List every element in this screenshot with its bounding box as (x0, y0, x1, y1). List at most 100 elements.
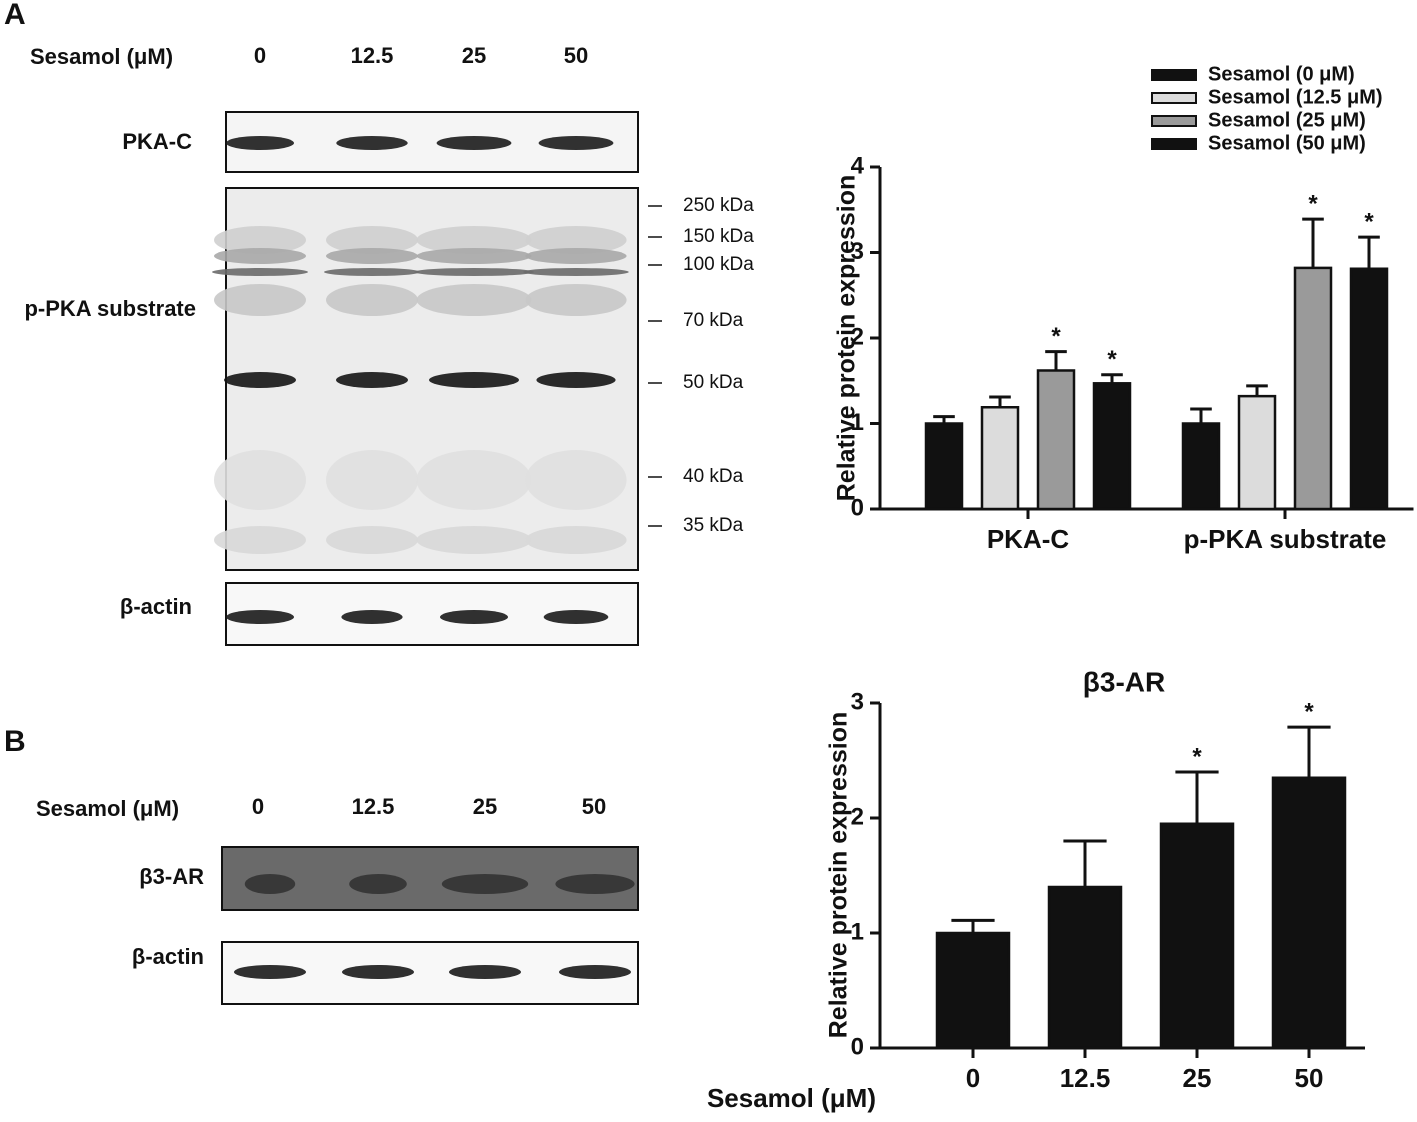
marker-label: 250 kDa (683, 195, 754, 216)
error-bar (989, 395, 1011, 408)
dose-label: 25 (462, 43, 486, 68)
blot-band (341, 610, 403, 624)
error-bar (1045, 350, 1067, 371)
dose-label: 25 (473, 794, 497, 819)
y-tick-label: 0 (851, 494, 864, 521)
significance-mark: * (1364, 208, 1374, 235)
marker-label: 70 kDa (683, 310, 744, 331)
blot-band (324, 268, 420, 276)
blot-band (214, 248, 306, 264)
blot-band (226, 610, 294, 624)
legend-swatch (1151, 92, 1197, 104)
y-tick-label: 3 (851, 688, 864, 715)
blot-band (523, 268, 629, 276)
blot-band (224, 372, 296, 388)
blot-band (234, 965, 306, 979)
bar (1237, 394, 1277, 511)
row-label: PKA-C (122, 129, 192, 154)
dose-label: 0 (252, 794, 264, 819)
error-bar (1063, 839, 1107, 887)
error-bar (1287, 725, 1331, 778)
blot-band (214, 226, 306, 254)
legend-swatch (1151, 115, 1197, 127)
treatment-label: Sesamol (μM) (36, 796, 179, 821)
bar (1293, 266, 1333, 511)
blot-band (336, 136, 408, 150)
y-axis-label: Relative protein expression (825, 712, 853, 1039)
bar (924, 422, 964, 511)
y-tick-label: 2 (851, 323, 864, 350)
legend-label: Sesamol (50 μM) (1208, 132, 1366, 154)
y-tick-label: 1 (851, 409, 864, 436)
error-bar (1101, 373, 1123, 384)
blot-band (326, 248, 418, 264)
x-tick-label: 25 (1183, 1063, 1212, 1093)
panel-label: B (4, 725, 26, 758)
y-tick-label: 3 (851, 238, 864, 265)
bar (1159, 822, 1235, 1050)
dose-label: 12.5 (352, 794, 395, 819)
blot-band (214, 526, 306, 554)
blot-band (326, 450, 418, 510)
blot-band (244, 874, 296, 894)
row-label: β3-AR (139, 864, 204, 889)
blot-band (525, 450, 627, 510)
x-tick-label: 50 (1295, 1063, 1324, 1093)
blot-band (416, 248, 532, 264)
legend-label: Sesamol (12.5 μM) (1208, 86, 1383, 108)
error-bar (1190, 407, 1212, 424)
x-tick-label: p-PKA substrate (1184, 524, 1387, 554)
x-axis-label: Sesamol (μM) (707, 1083, 876, 1113)
x-tick-label: 12.5 (1060, 1063, 1111, 1093)
blot-band (525, 248, 627, 264)
bar (1047, 885, 1123, 1050)
marker-label: 50 kDa (683, 372, 744, 393)
blot-band (555, 874, 635, 894)
bar (935, 931, 1011, 1050)
blot-band (416, 284, 532, 316)
y-tick-label: 2 (851, 803, 864, 830)
error-bar (1302, 217, 1324, 268)
blot-band (429, 372, 519, 388)
blot-band (214, 284, 306, 316)
bar (1349, 267, 1389, 511)
blot-band (525, 284, 627, 316)
marker-label: 40 kDa (683, 466, 744, 487)
blot-band (441, 874, 529, 894)
error-bar (933, 415, 955, 424)
significance-mark: * (1192, 743, 1202, 770)
blot-band (436, 136, 512, 150)
legend-swatch (1151, 138, 1197, 150)
panel-label: A (4, 0, 26, 31)
blot-band (440, 610, 508, 624)
row-label: β-actin (132, 944, 204, 969)
x-tick-label: 0 (966, 1063, 980, 1093)
bar (1271, 776, 1347, 1050)
error-bar (1358, 235, 1380, 269)
y-axis-label: Relative protein expression (833, 175, 861, 502)
significance-mark: * (1107, 346, 1117, 373)
treatment-label: Sesamol (μM) (30, 44, 173, 69)
marker-label: 35 kDa (683, 515, 744, 536)
bar (1092, 382, 1132, 511)
bar (1036, 369, 1076, 511)
blot-band (226, 136, 294, 150)
marker-label: 100 kDa (683, 254, 754, 275)
blot-band (449, 965, 521, 979)
bar (1181, 422, 1221, 511)
dose-label: 50 (582, 794, 606, 819)
blot-band (538, 136, 614, 150)
marker-label: 150 kDa (683, 226, 754, 247)
blot-band (525, 226, 627, 254)
blot-band (414, 268, 534, 276)
significance-mark: * (1308, 190, 1318, 217)
x-tick-label: PKA-C (987, 524, 1070, 554)
dose-label: 50 (564, 43, 588, 68)
bar (980, 406, 1020, 511)
blot-band (416, 450, 532, 510)
row-label: β-actin (120, 594, 192, 619)
blot-band (326, 226, 418, 254)
y-tick-label: 4 (851, 152, 865, 179)
